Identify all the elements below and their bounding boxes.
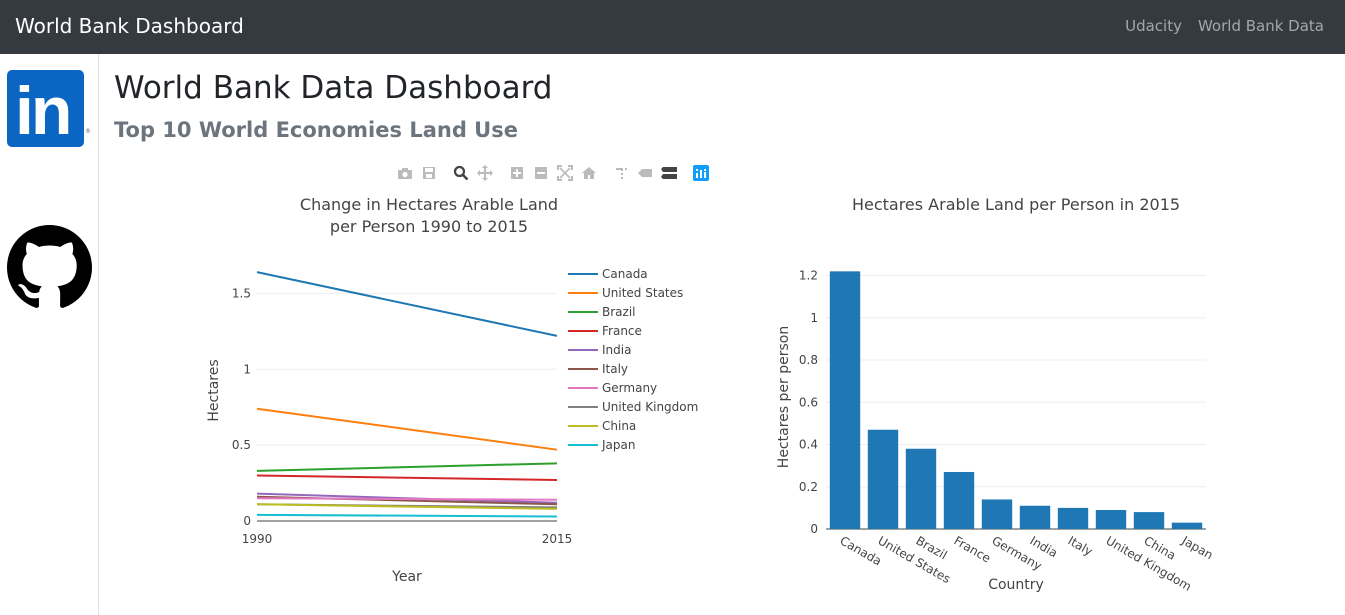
x-tick-label: 1990 (242, 532, 273, 546)
registered-mark-icon: ® (85, 128, 91, 135)
y-tick-label: 0.4 (799, 438, 818, 452)
series-line (256, 474, 558, 482)
plot-modebar (396, 164, 716, 182)
plotly-logo-icon[interactable] (692, 165, 710, 181)
hover-closest-icon[interactable] (636, 165, 654, 181)
series-line (256, 513, 558, 518)
brand-link[interactable]: World Bank Dashboard (15, 14, 244, 38)
legend-label: United Kingdom (602, 400, 698, 414)
save-icon[interactable] (420, 165, 438, 181)
x-axis-title: Country (988, 577, 1044, 593)
y-tick-label: 0.2 (799, 480, 818, 494)
linkedin-icon[interactable]: in (7, 70, 84, 149)
y-axis-title: Hectares per person (776, 326, 792, 468)
legend-label: United States (602, 286, 683, 300)
y-tick-label: 0.8 (799, 353, 818, 367)
legend-label: Brazil (602, 305, 636, 319)
y-tick-label: 0.5 (232, 438, 251, 452)
y-axis-title: Hectares (206, 359, 222, 421)
zoom-out-icon[interactable] (532, 165, 550, 181)
bar (1171, 522, 1203, 529)
x-tick-label: Japan (1179, 533, 1216, 562)
spike-lines-icon[interactable] (612, 165, 630, 181)
y-tick-label: 0.6 (799, 395, 818, 409)
page-subtitle: Top 10 World Economies Land Use (114, 118, 518, 142)
y-tick-label: 0 (243, 514, 251, 528)
series-line (256, 462, 558, 472)
nav-links: Udacity World Bank Data (1125, 17, 1324, 35)
legend-label: Germany (602, 381, 657, 395)
hover-compare-icon[interactable] (660, 165, 678, 181)
chart-title: Hectares Arable Land per Person in 2015 (852, 195, 1180, 214)
x-tick-label: Italy (1066, 533, 1096, 558)
series-line (256, 503, 558, 510)
bar (1019, 505, 1051, 529)
bar (1095, 509, 1127, 529)
x-tick-label: Canada (838, 533, 885, 568)
x-axis-title: Year (391, 569, 422, 585)
bar (1057, 507, 1089, 529)
bar (981, 499, 1013, 529)
legend-label: China (602, 419, 636, 433)
bar (867, 429, 899, 529)
y-tick-label: 1.2 (799, 269, 818, 283)
autoscale-icon[interactable] (556, 165, 574, 181)
legend-label: Canada (602, 267, 648, 281)
legend-label: Japan (601, 438, 635, 452)
zoom-in-icon[interactable] (508, 165, 526, 181)
series-line (256, 497, 558, 501)
chart-title: per Person 1990 to 2015 (330, 217, 528, 236)
bar (1133, 512, 1165, 529)
bar (943, 471, 975, 529)
y-tick-label: 1.5 (232, 286, 251, 300)
pan-icon[interactable] (476, 165, 494, 181)
reset-axes-icon[interactable] (580, 165, 598, 181)
navbar: World Bank Dashboard Udacity World Bank … (0, 0, 1345, 54)
bar-chart: Hectares Arable Land per Person in 2015 0… (776, 195, 1216, 594)
nav-link-udacity[interactable]: Udacity (1125, 17, 1182, 35)
chart-title: Change in Hectares Arable Land (300, 195, 558, 214)
sidebar: in ® (0, 54, 99, 615)
github-icon[interactable] (7, 225, 92, 310)
bar (905, 448, 937, 529)
series-line (256, 407, 558, 451)
legend-label: India (602, 343, 631, 357)
page-title: World Bank Data Dashboard (114, 70, 553, 106)
x-tick-label: France (952, 533, 994, 565)
series-line (256, 271, 558, 337)
zoom-icon[interactable] (452, 165, 470, 181)
y-tick-label: 1 (243, 362, 251, 376)
y-tick-label: 1 (810, 311, 818, 325)
x-tick-label: 2015 (542, 532, 573, 546)
legend-label: Italy (602, 362, 628, 376)
nav-link-world-bank-data[interactable]: World Bank Data (1197, 17, 1324, 35)
camera-icon[interactable] (396, 165, 414, 181)
line-chart: Change in Hectares Arable Land per Person… (206, 195, 698, 585)
y-tick-label: 0 (810, 522, 818, 536)
legend-label: France (602, 324, 642, 338)
bar (829, 271, 861, 529)
